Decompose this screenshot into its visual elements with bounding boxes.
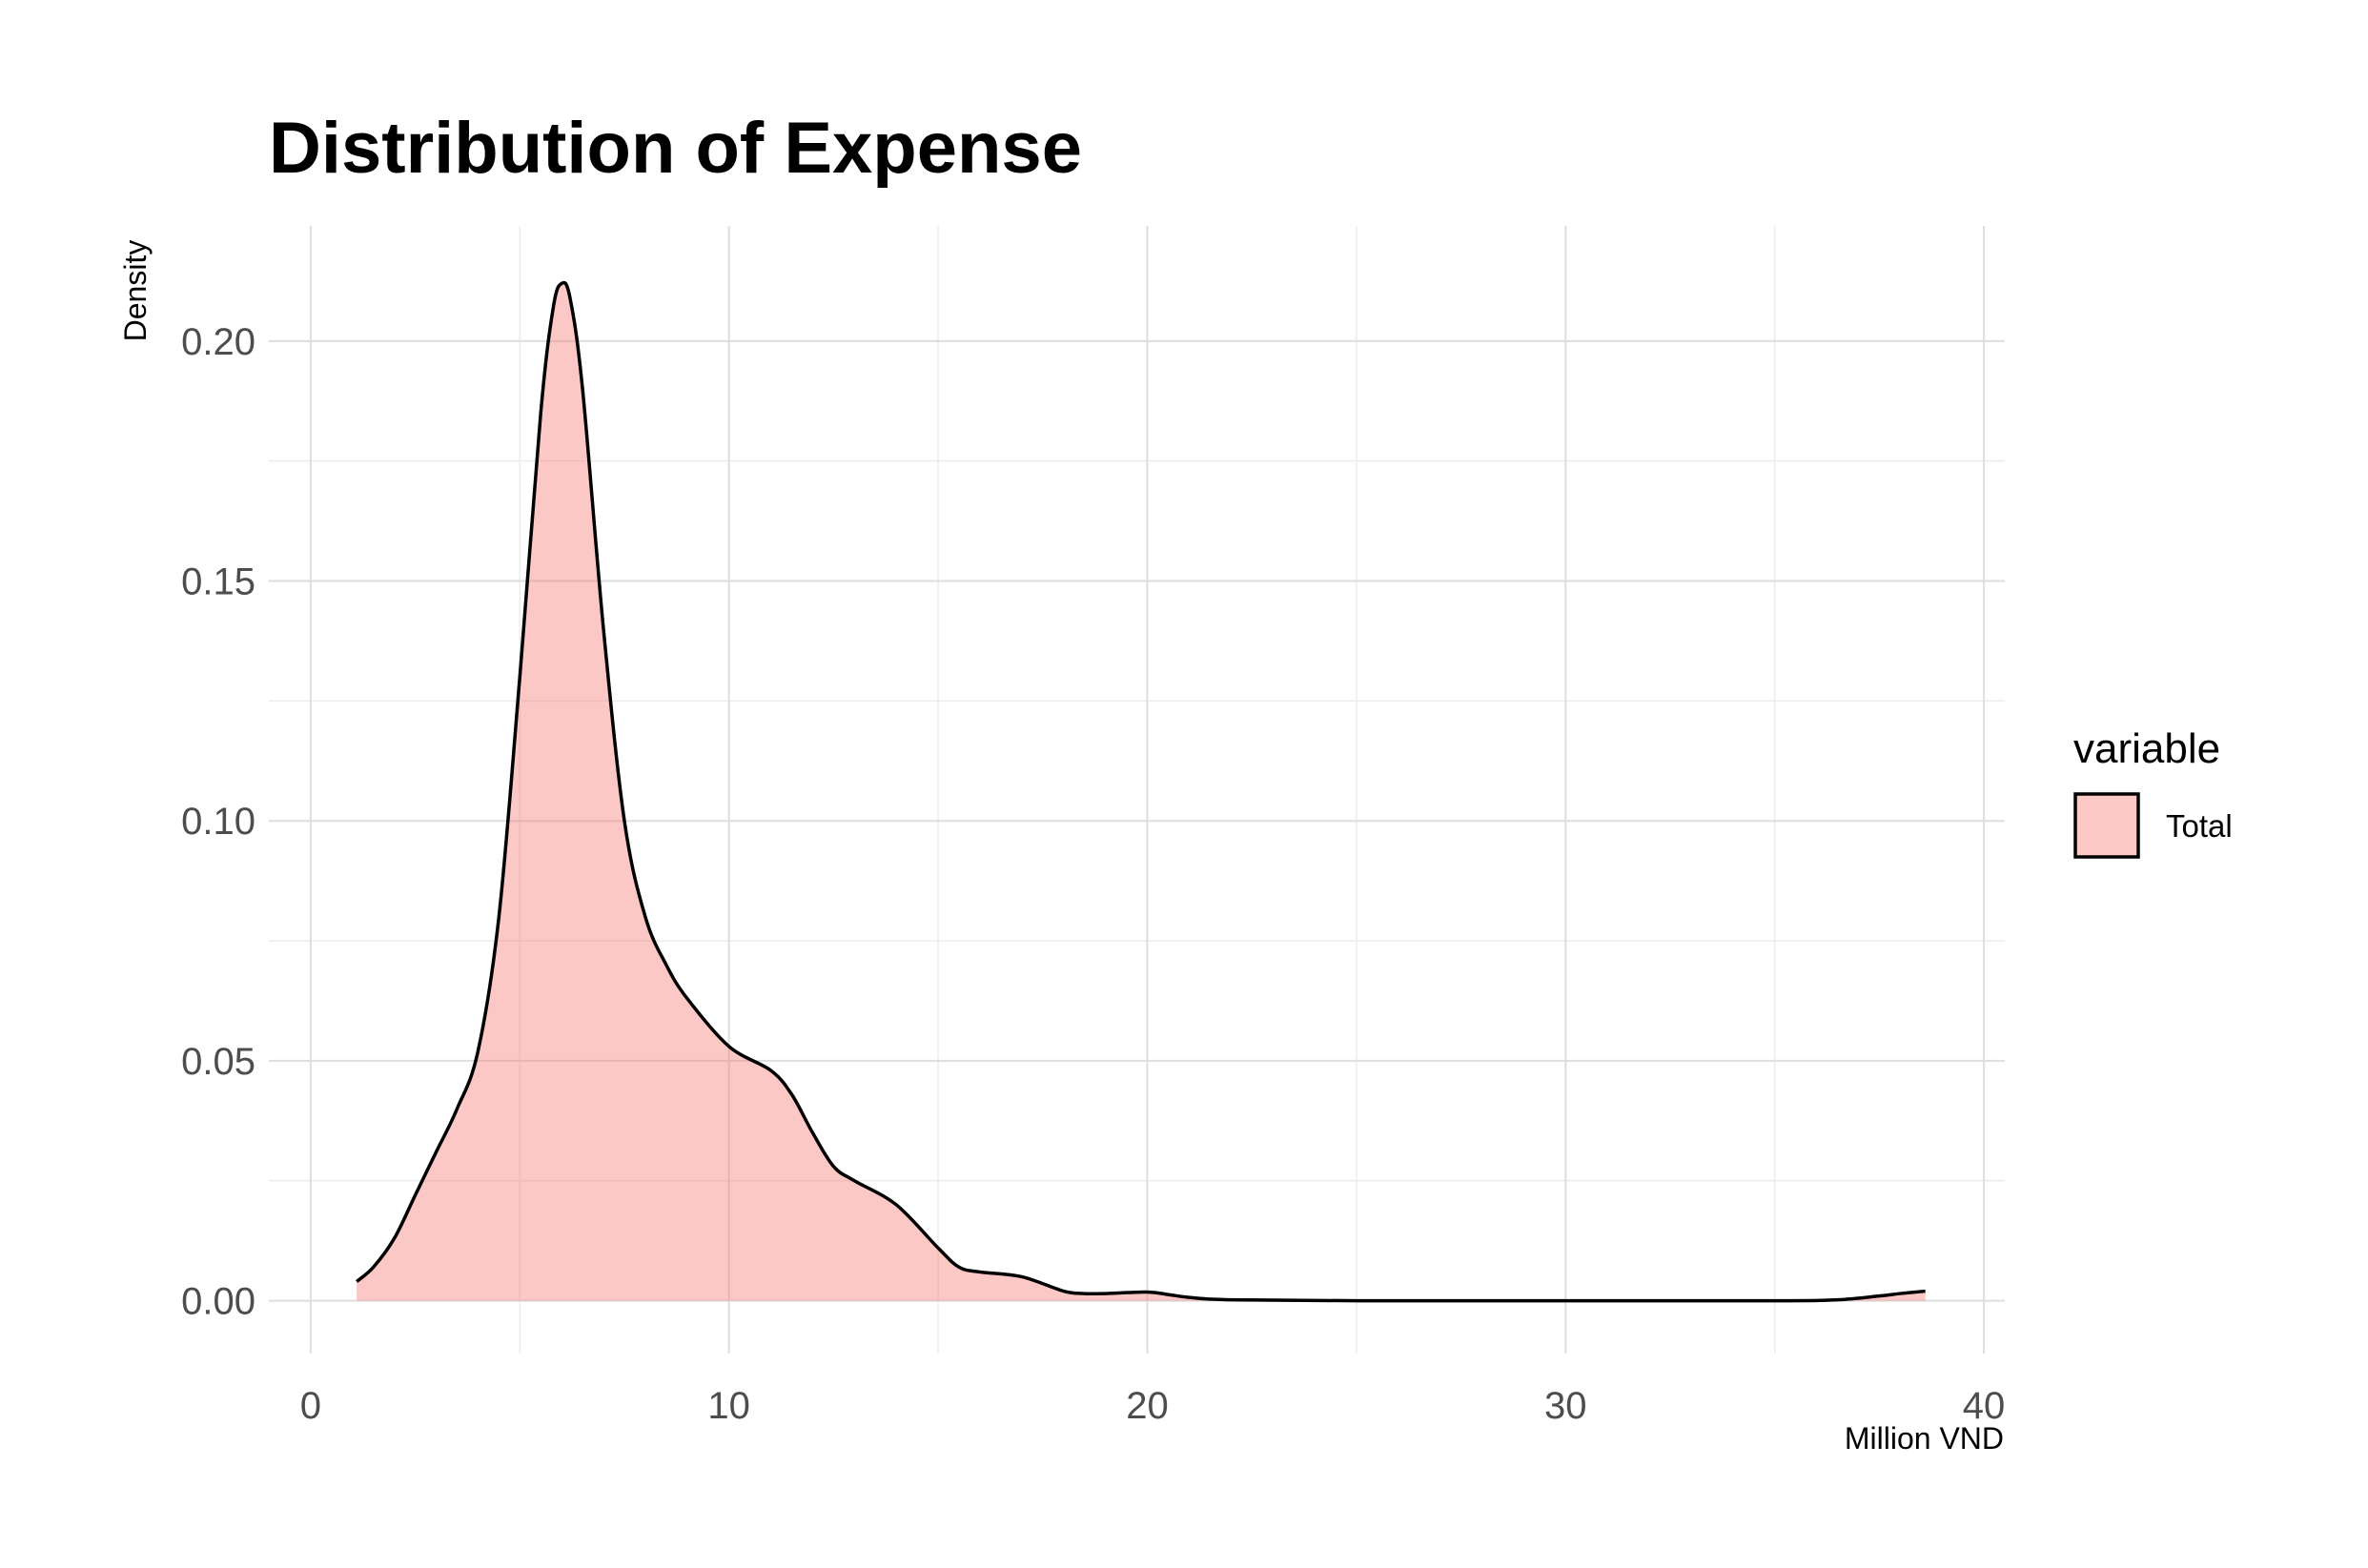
density-series (356, 280, 1926, 1303)
y-tick-label: 0.15 (181, 561, 255, 603)
y-tick-label: 0.00 (181, 1281, 255, 1323)
legend-key (2073, 792, 2140, 859)
legend: variable Total (2073, 725, 2233, 859)
x-tick-label: 10 (707, 1385, 750, 1427)
x-tick-label: 20 (1126, 1385, 1169, 1427)
x-tick-label: 0 (300, 1385, 321, 1427)
y-tick-label: 0.20 (181, 321, 255, 363)
x-tick-label: 30 (1544, 1385, 1587, 1427)
y-tick-label: 0.05 (181, 1041, 255, 1083)
y-axis-label: Density (118, 240, 153, 342)
density-line (356, 280, 1926, 1303)
x-axis-label: Million VND (1845, 1421, 2004, 1456)
density-area (357, 282, 1926, 1301)
legend-label: Total (2166, 808, 2233, 844)
tick-labels: 0 10 20 30 40 0.00 0.05 0.10 0.15 0.20 (181, 321, 2005, 1427)
y-tick-label: 0.10 (181, 801, 255, 843)
legend-title: variable (2073, 725, 2220, 772)
chart-title: Distribution of Expense (269, 108, 1082, 189)
x-tick-label: 40 (1963, 1385, 2006, 1427)
